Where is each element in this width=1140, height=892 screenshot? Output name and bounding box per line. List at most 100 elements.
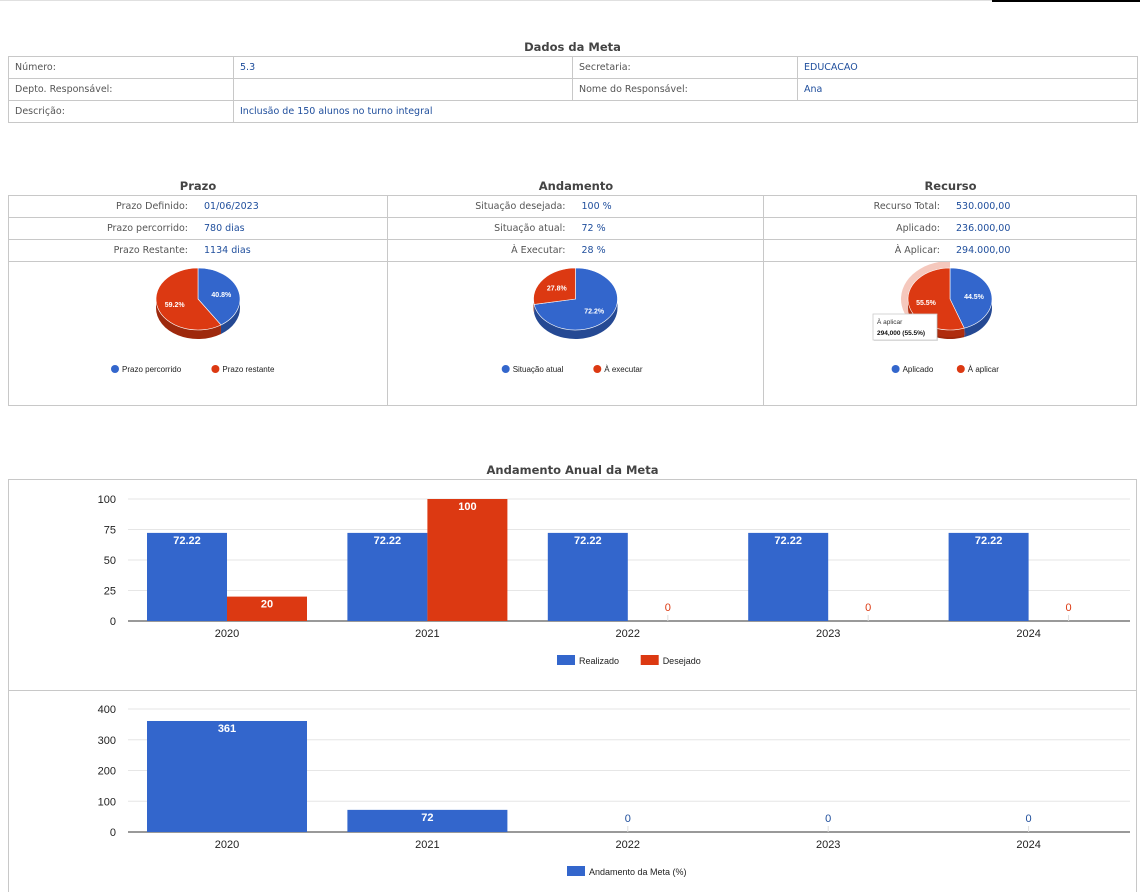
pie-slice [155,267,222,331]
y-tick-label: 0 [110,827,116,839]
legend-marker [557,655,575,665]
bar-data-label: 0 [1066,602,1072,614]
andamento-row: Situação desejada: 100 % [388,196,763,218]
recurso-row: À Aplicar: 294.000,00 [764,240,1136,262]
x-tick-label: 2021 [415,839,439,851]
recurso-title: Recurso [924,179,977,193]
responsavel-value: Ana [797,78,1138,101]
y-tick-label: 100 [98,796,116,808]
x-tick-label: 2022 [616,628,640,640]
bar-data-label: 361 [218,723,236,735]
table-row: Número: 5.3 Secretaria: EDUCACAO [8,56,1138,79]
bar-data-label: 0 [865,602,871,614]
responsavel-label: Nome do Responsável: [572,78,798,101]
prazo-row: Prazo Definido: 01/06/2023 [9,196,387,218]
pie-slice-side [220,299,240,334]
depto-value [233,78,573,101]
legend-marker [640,655,659,665]
andamento-meta-bar-chart: 0 100 200 300 400 361 2020 72 2021 0 2022 0 2023 0 202… [98,704,1130,877]
pie-data-label: 55.5% [916,300,937,307]
y-tick-label: 400 [98,704,116,716]
bar-data-label: 72.22 [975,535,1003,547]
tooltip-value: 294,000 (55.5%) [877,330,925,337]
legend-label: Realizado [579,656,619,666]
bar-andamento-da-meta- [147,720,307,832]
tooltip-title: À aplicar [877,317,903,326]
prazo-row: Prazo percorrido: 780 dias [9,218,387,240]
pie-slice [949,267,993,329]
secretaria-value: EDUCACAO [797,56,1138,79]
prazo-restante-value: 1134 dias [204,245,251,256]
a-aplicar-label: À Aplicar: [894,245,940,256]
table-row: Depto. Responsável: Nome do Responsável:… [8,78,1138,101]
andamento-anual-bar-chart: 025507510072.2220202072.22100202172.2202… [98,494,1130,666]
bar-data-label: 0 [665,602,671,614]
y-tick-label: 100 [98,494,116,506]
pie-data-label: 59.2% [165,302,186,309]
andamento-pie-chart: 72.2% 27.8% Situação atual À executar [501,267,643,374]
legend-label: À aplicar [968,365,999,374]
bar-data-label: 100 [458,501,476,513]
descricao-label: Descrição: [8,100,234,123]
recurso-pie-chart: 44.5% 55.5% Aplicado À aplicar À aplicar 294,… [872,262,999,374]
situacao-atual-label: Situação atual: [494,223,566,234]
tooltip-box [872,313,938,341]
bar-realizado [748,532,829,621]
y-tick-label: 25 [104,586,116,598]
bar-data-label: 72.22 [774,535,802,547]
recurso-total-label: Recurso Total: [873,201,940,212]
y-tick-label: 300 [98,735,116,747]
pie-slice-side [156,299,221,339]
situacao-atual-value: 72 % [581,223,606,234]
aplicado-label: Aplicado: [896,223,940,234]
legend-label: Andamento da Meta (%) [589,867,687,877]
pie-data-label: 44.5% [964,294,985,301]
legend-marker [891,365,900,373]
prazo-row: Prazo Restante: 1134 dias [9,240,387,262]
y-tick-label: 75 [104,525,116,537]
prazo-pie-chart: 40.8% 59.2% Prazo percorrido Prazo restante [111,267,275,374]
bar-data-label: 72 [421,812,433,824]
legend-label: Prazo restante [222,365,275,374]
x-tick-label: 2022 [616,839,640,851]
secretaria-label: Secretaria: [572,56,798,79]
dados-meta-title: Dados da Meta [524,40,621,54]
top-divider [0,0,1140,1]
dados-meta-table: Número: 5.3 Secretaria: EDUCACAO Depto. … [8,56,1138,123]
bar-data-label: 0 [1026,813,1032,825]
y-tick-label: 0 [110,616,116,628]
recurso-row: Recurso Total: 530.000,00 [764,196,1136,218]
andamento-meta-chart-box: 0 100 200 300 400 361 2020 72 2021 0 2022 0 2023 0 202… [8,690,1137,892]
x-tick-label: 2023 [816,839,840,851]
x-tick-label: 2024 [1016,628,1040,640]
prazo-restante-label: Prazo Restante: [113,245,188,256]
andamento-anual-title: Andamento Anual da Meta [486,463,659,477]
numero-value: 5.3 [233,56,573,79]
pie-data-label: 72.2% [584,309,605,316]
prazo-percorrido-value: 780 dias [204,223,245,234]
prazo-definido-value: 01/06/2023 [204,201,259,212]
legend-marker [956,365,965,373]
andamento-row: À Executar: 28 % [388,240,763,262]
pie-data-label: 27.8% [547,285,568,292]
bar-andamento-da-meta- [347,809,508,832]
andamento-title: Andamento [538,179,614,193]
a-aplicar-value: 294.000,00 [956,245,1011,256]
x-tick-label: 2020 [215,839,239,851]
bar-desejado [227,596,307,621]
bar-data-label: 72.22 [374,535,402,547]
situacao-desejada-value: 100 % [581,201,612,212]
legend-marker [211,365,220,373]
x-tick-label: 2024 [1016,839,1040,851]
andamento-panel: Situação desejada: 100 % Situação atual: 7… [387,195,764,406]
prazo-panel: Prazo Definido: 01/06/2023 Prazo percorri… [8,195,388,406]
x-tick-label: 2023 [816,628,840,640]
descricao-value: Inclusão de 150 alunos no turno integral [233,100,1138,123]
prazo-title: Prazo [179,179,217,193]
numero-label: Número: [8,56,234,79]
legend-label: Desejado [663,656,701,666]
a-executar-value: 28 % [581,245,606,256]
prazo-definido-label: Prazo Definido: [116,201,188,212]
bar-realizado [948,532,1029,621]
bar-data-label: 72.22 [574,535,602,547]
